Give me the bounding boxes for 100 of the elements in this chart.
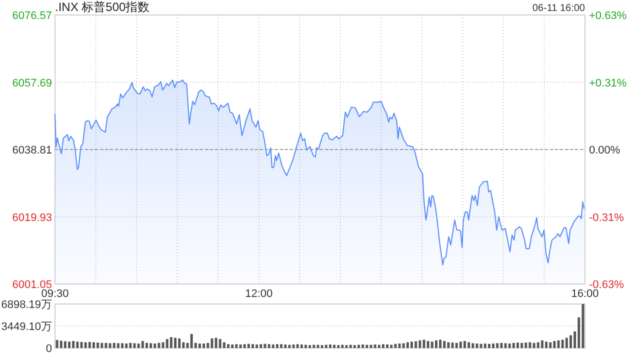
bar — [422, 340, 426, 348]
bar — [382, 344, 384, 348]
bar — [231, 344, 234, 348]
x-tick-label: 09:30 — [41, 288, 69, 300]
bar — [150, 343, 152, 348]
bar — [60, 340, 62, 348]
bar — [439, 340, 442, 348]
bar — [218, 339, 222, 348]
bar — [272, 344, 274, 348]
bar — [516, 342, 519, 348]
bar — [418, 340, 422, 348]
bar — [410, 342, 413, 348]
x-tick-label: 16:00 — [571, 288, 599, 300]
bar — [459, 342, 462, 348]
bar — [476, 344, 478, 348]
bar — [386, 344, 388, 348]
bar — [492, 344, 494, 348]
bar — [374, 344, 376, 348]
bar — [349, 344, 352, 348]
bar — [320, 345, 324, 348]
bar — [582, 304, 584, 348]
bar — [222, 342, 226, 348]
bar — [500, 342, 503, 348]
bar — [532, 342, 536, 348]
bar — [508, 344, 511, 348]
bar — [312, 344, 316, 348]
bar — [84, 342, 87, 348]
bar — [256, 344, 258, 348]
bar — [308, 345, 312, 348]
bar — [455, 342, 458, 348]
bar — [464, 340, 466, 348]
bar — [406, 342, 409, 348]
bar — [296, 344, 299, 348]
bar — [104, 342, 108, 348]
bar — [198, 344, 201, 348]
bar — [480, 344, 482, 348]
bar — [549, 342, 552, 348]
bar — [426, 340, 430, 348]
y-tick-label: 6057.69 — [12, 77, 52, 90]
bar — [434, 340, 438, 348]
bar — [108, 343, 112, 348]
bar — [430, 342, 434, 348]
y-tick-label: 6001.05 — [12, 279, 52, 291]
bar — [565, 338, 568, 348]
bar — [170, 337, 172, 348]
y-tick-label: 0 — [46, 343, 52, 355]
bar — [394, 344, 397, 348]
bar — [536, 342, 540, 348]
bar — [206, 342, 210, 348]
bar — [447, 342, 450, 348]
bar — [125, 344, 128, 348]
bar — [68, 342, 70, 348]
bar — [158, 342, 160, 348]
y2-tick-label: -0.63% — [589, 279, 624, 291]
bar — [390, 344, 393, 348]
bar — [288, 344, 291, 348]
bar — [488, 344, 490, 348]
bar — [264, 344, 266, 348]
bar — [378, 344, 380, 348]
bar — [328, 344, 332, 348]
bar — [561, 340, 564, 348]
bar — [96, 342, 100, 348]
bar — [484, 344, 486, 348]
y-tick-label: 6038.81 — [12, 144, 52, 156]
bar — [304, 344, 307, 348]
bar — [358, 344, 360, 348]
bar — [528, 342, 532, 348]
bar — [524, 342, 528, 348]
bar — [210, 338, 214, 348]
bar — [468, 342, 470, 348]
bar — [112, 342, 116, 348]
bar — [76, 342, 79, 348]
bar — [268, 344, 270, 348]
bar — [337, 345, 340, 348]
bar — [56, 340, 58, 348]
bar — [280, 344, 282, 348]
bar — [472, 343, 474, 348]
y-tick-label: 6019.93 — [12, 212, 52, 224]
bar — [284, 344, 287, 348]
bar — [443, 340, 446, 348]
y-tick-label: 6076.57 — [12, 10, 52, 22]
bar — [520, 342, 524, 348]
y2-tick-label: +0.63% — [589, 10, 627, 22]
bar — [178, 338, 181, 348]
bar — [545, 342, 548, 348]
chart-title: .INX 标普500指数 — [55, 0, 150, 14]
bar — [247, 344, 250, 348]
bar — [174, 338, 176, 348]
bar — [88, 342, 91, 348]
bar — [154, 344, 156, 348]
text: 06-11 16:00 — [532, 3, 586, 14]
bar — [353, 345, 356, 348]
bar — [496, 343, 499, 348]
bar — [202, 344, 206, 348]
bar — [129, 342, 132, 348]
bar — [72, 340, 75, 348]
bar — [100, 342, 104, 348]
bar — [366, 344, 368, 348]
y2-tick-label: +0.31% — [589, 77, 627, 90]
y2-tick-label: -0.31% — [589, 212, 624, 224]
